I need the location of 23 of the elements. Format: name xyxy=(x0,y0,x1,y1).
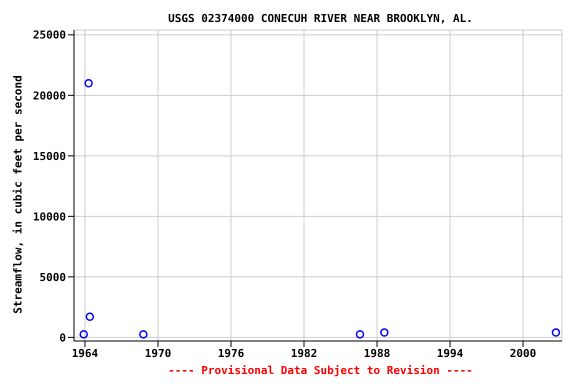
point xyxy=(84,78,93,88)
y-axis-title: Streamflow, in cubic feet per second xyxy=(12,74,24,316)
x-tick-label: 2000 xyxy=(510,346,536,360)
y-tick-label: 0 xyxy=(59,331,66,344)
y-tick-label: 20000 xyxy=(32,89,66,102)
x-tick-label: 1994 xyxy=(436,346,464,360)
point xyxy=(356,330,364,339)
text: ---- Provisional Data Subject to Revision ---- xyxy=(167,364,474,377)
x-tick-label: 1976 xyxy=(218,346,245,360)
point xyxy=(139,330,148,339)
x-tick-label: 1982 xyxy=(290,346,318,360)
x-tick-label: 1970 xyxy=(144,346,172,360)
y-tick-label: 15000 xyxy=(32,150,66,163)
y-tick-label: 25000 xyxy=(32,28,66,42)
y-tick-label: 10000 xyxy=(32,210,66,224)
chart-title: USGS 02374000 CONECUH RIVER NEAR BROOKLYN, AL. xyxy=(167,12,474,25)
point xyxy=(552,328,560,337)
point xyxy=(79,330,88,339)
x-tick-label: 1988 xyxy=(364,346,390,360)
x-tick-label: 1964 xyxy=(72,346,99,360)
point xyxy=(86,312,94,322)
point xyxy=(380,328,389,337)
y-tick-label: 5000 xyxy=(40,270,66,284)
